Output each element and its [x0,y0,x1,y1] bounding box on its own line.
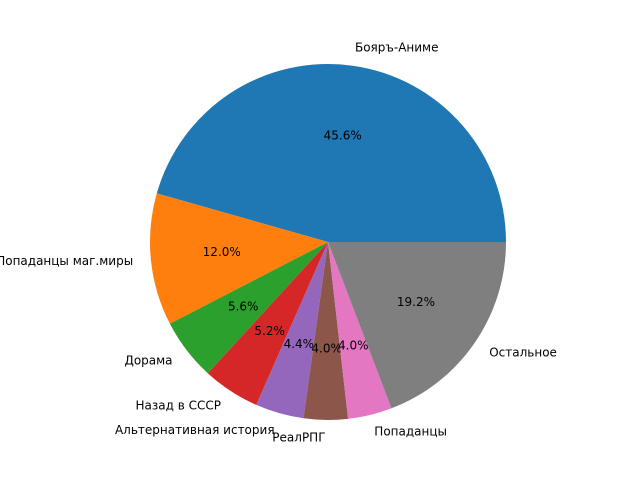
slice-label: Назад в СССР [136,398,221,412]
percent-label: 4.4% [284,337,315,351]
percent-label: 5.2% [254,324,285,338]
pie-slice [328,242,506,409]
slice-label: Бояръ-Аниме [355,41,439,55]
percent-label: 4.0% [311,341,342,355]
slice-label: Дорама [124,354,172,368]
slice-label: Альтернативная история [115,423,275,437]
percent-label: 12.0% [203,245,241,259]
pie-slice [303,242,349,420]
slice-label: Остальное [489,346,557,360]
percent-label: 45.6% [324,129,362,143]
pie-slice [328,242,392,419]
pie-slice [169,242,328,374]
percent-label: 5.6% [228,299,259,313]
pie-slice [156,64,506,242]
pie-slice [150,193,328,324]
slice-label: Попаданцы маг.миры [0,254,133,268]
slice-label: Попаданцы [374,425,447,439]
pie-slice [207,242,328,405]
slice-label: РеалРПГ [272,430,325,444]
percent-label: 4.0% [338,338,369,352]
percent-label: 19.2% [397,295,435,309]
pie-slice [256,242,328,419]
